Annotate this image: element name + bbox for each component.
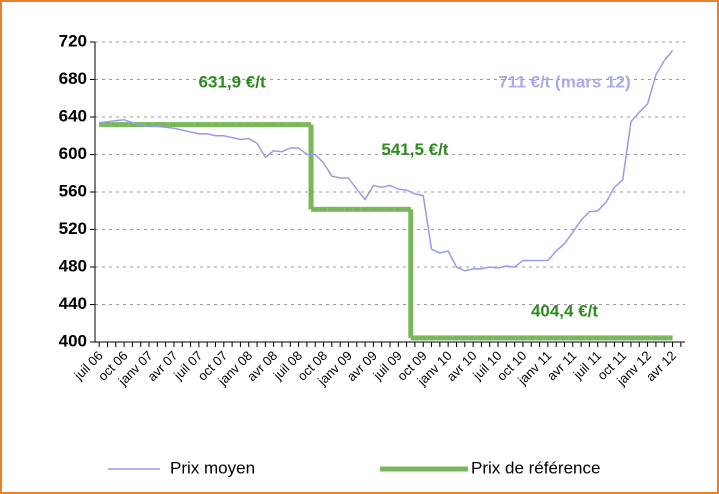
y-tick-label: 640	[59, 106, 87, 125]
legend-label: Prix de référence	[471, 458, 600, 477]
y-tick-label: 520	[59, 219, 87, 238]
y-tick-label: 400	[59, 331, 87, 350]
y-tick-label: 440	[59, 294, 87, 313]
y-tick-label: 600	[59, 144, 87, 163]
annotation: 404,4 €/t	[531, 301, 598, 320]
annotation: 711 €/t (mars 12)	[498, 73, 630, 92]
y-tick-label: 720	[59, 31, 87, 50]
y-tick-label: 480	[59, 256, 87, 275]
y-tick-label: 560	[59, 181, 87, 200]
line-series	[99, 49, 674, 272]
legend-label: Prix moyen	[170, 458, 255, 477]
annotation: 541,5 €/t	[381, 140, 448, 159]
annotation: 631,9 €/t	[199, 73, 266, 92]
y-tick-label: 680	[59, 69, 87, 88]
